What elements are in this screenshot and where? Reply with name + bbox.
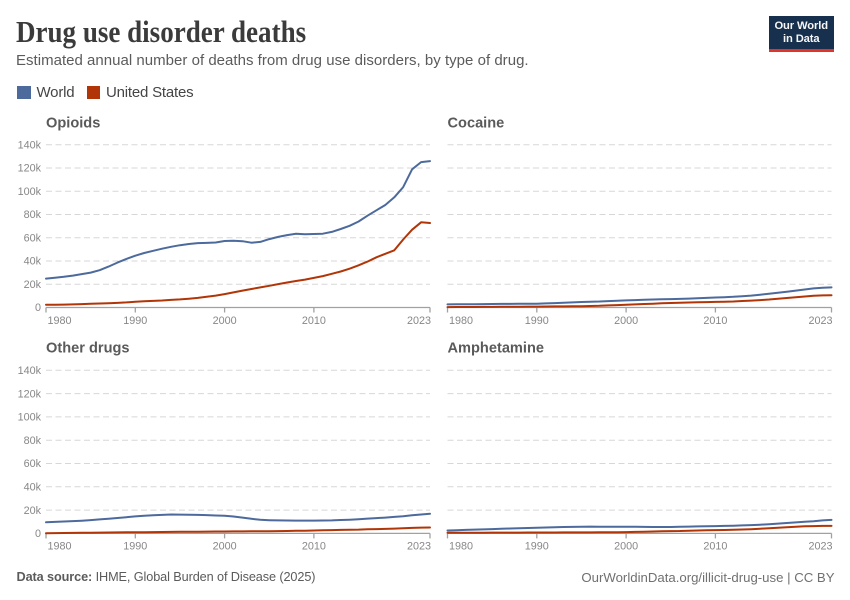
svg-text:2010: 2010 xyxy=(703,541,727,553)
svg-text:60k: 60k xyxy=(24,233,42,245)
svg-text:80k: 80k xyxy=(24,435,42,447)
svg-text:2000: 2000 xyxy=(213,541,237,553)
svg-text:2000: 2000 xyxy=(213,315,237,327)
svg-text:40k: 40k xyxy=(24,482,42,494)
svg-text:120k: 120k xyxy=(18,388,42,400)
svg-text:0: 0 xyxy=(35,302,41,314)
svg-text:1990: 1990 xyxy=(525,315,549,327)
svg-text:2010: 2010 xyxy=(703,315,727,327)
svg-text:2000: 2000 xyxy=(614,541,638,553)
svg-text:20k: 20k xyxy=(24,279,42,291)
svg-text:Amphetamine: Amphetamine xyxy=(448,341,545,357)
svg-text:2023: 2023 xyxy=(407,541,431,553)
svg-text:40k: 40k xyxy=(24,256,42,268)
svg-text:2010: 2010 xyxy=(302,541,326,553)
svg-text:2023: 2023 xyxy=(407,315,431,327)
svg-text:1990: 1990 xyxy=(123,541,147,553)
svg-text:60k: 60k xyxy=(24,458,42,470)
svg-text:2000: 2000 xyxy=(614,315,638,327)
svg-text:1980: 1980 xyxy=(449,541,473,553)
svg-text:2023: 2023 xyxy=(808,315,832,327)
svg-text:Opioids: Opioids xyxy=(46,116,100,132)
svg-text:1980: 1980 xyxy=(449,315,473,327)
svg-text:140k: 140k xyxy=(18,365,42,377)
svg-text:2023: 2023 xyxy=(808,541,832,553)
svg-text:1980: 1980 xyxy=(48,315,72,327)
svg-text:80k: 80k xyxy=(24,209,42,221)
svg-text:1990: 1990 xyxy=(525,541,549,553)
svg-text:100k: 100k xyxy=(18,186,42,198)
svg-text:20k: 20k xyxy=(24,505,42,517)
svg-text:120k: 120k xyxy=(18,163,42,175)
svg-text:1980: 1980 xyxy=(48,541,72,553)
svg-text:2010: 2010 xyxy=(302,315,326,327)
svg-text:1990: 1990 xyxy=(123,315,147,327)
svg-text:0: 0 xyxy=(35,528,41,540)
svg-text:100k: 100k xyxy=(18,412,42,424)
svg-text:140k: 140k xyxy=(18,140,42,152)
svg-text:Other drugs: Other drugs xyxy=(46,341,130,357)
svg-text:Cocaine: Cocaine xyxy=(448,116,505,132)
